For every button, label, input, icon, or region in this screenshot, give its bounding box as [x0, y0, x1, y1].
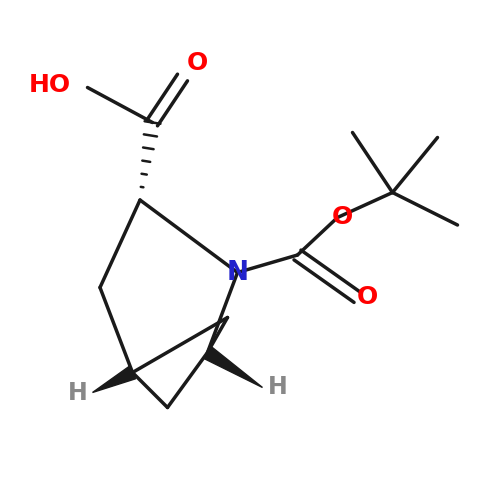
Text: O: O: [187, 50, 208, 74]
Text: H: H: [268, 376, 287, 400]
Text: N: N: [226, 260, 248, 285]
Polygon shape: [204, 346, 262, 388]
Text: HO: HO: [29, 73, 71, 97]
Text: O: O: [357, 286, 378, 310]
Polygon shape: [92, 366, 136, 392]
Text: O: O: [332, 206, 353, 230]
Text: H: H: [68, 380, 87, 404]
